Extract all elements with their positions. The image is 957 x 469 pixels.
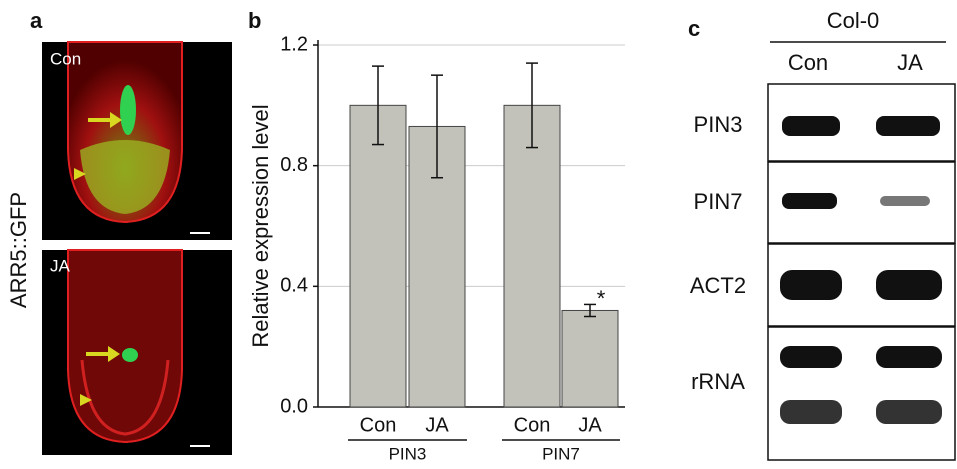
row-label: PIN7 [694,189,743,214]
image-label: JA [50,256,71,275]
x-tick-label: JA [425,414,449,436]
image-label: Con [50,49,81,68]
y-tick-label: 1.2 [280,33,308,55]
x-tick-label: Con [514,414,551,436]
column-header: Col-0 [827,8,880,33]
bar [503,104,561,408]
bar [561,309,619,408]
bar [349,104,407,408]
micrograph: Con [42,41,232,240]
panel-label: b [248,8,261,33]
x-tick-label: JA [578,414,602,436]
axis-label: ARR5::GFP [6,192,31,308]
x-tick-label: Con [360,414,397,436]
column-label: Con [788,50,828,75]
panel-label: c [688,16,700,41]
axis-label: Relative expression level [248,104,273,347]
row-label: ACT2 [690,273,746,298]
y-tick-label: 0.4 [280,275,308,297]
y-tick-label: 0.8 [280,154,308,176]
group-label: PIN7 [542,444,580,463]
micrograph: JA [42,249,232,455]
row-label: PIN3 [694,112,743,137]
y-tick-label: 0.0 [280,395,308,417]
column-label: JA [897,50,923,75]
group-label: PIN3 [389,444,427,463]
annotation: * [597,286,606,311]
panel-label: a [30,8,43,33]
bar-chart: 0.0 0.4 0.8 1.2 Con JA Con * JA PIN3 PIN7 [280,33,625,463]
gel-bands [780,116,942,424]
row-label: rRNA [691,369,745,394]
